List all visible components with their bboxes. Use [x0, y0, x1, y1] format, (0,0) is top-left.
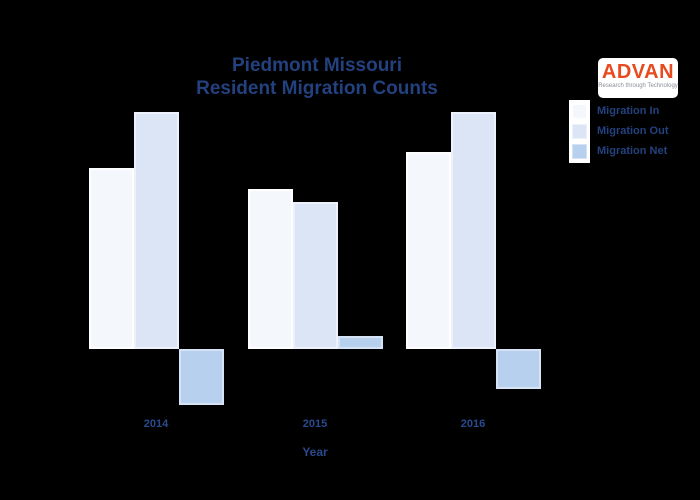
bar-migration-in-2016 — [405, 152, 451, 349]
bar-migration-in-2015 — [247, 189, 293, 349]
x-tick-2015: 2015 — [302, 418, 328, 430]
legend-label-migration-in: Migration In — [597, 105, 660, 117]
advan-logo: ADVAN Research through Technology — [598, 58, 678, 98]
x-tick-2014: 2014 — [143, 418, 169, 430]
chart-title-line2: Resident Migration Counts — [196, 78, 438, 99]
bar-migration-out-2014 — [133, 112, 179, 349]
legend-swatch-migration-out — [572, 124, 587, 139]
legend-swatch-migration-net — [572, 144, 587, 159]
legend-label-migration-out: Migration Out — [597, 125, 669, 137]
chart-title-line1: Piedmont Missouri — [232, 55, 402, 76]
bar-migration-out-2015 — [292, 202, 338, 349]
legend-swatch-migration-in — [572, 104, 587, 119]
bar-migration-net-2014 — [178, 349, 224, 405]
bar-migration-net-2015 — [337, 336, 383, 349]
advan-logo-wordmark: ADVAN — [601, 61, 675, 83]
chart-title: Piedmont Missouri Resident Migration Cou… — [196, 54, 438, 100]
bar-migration-net-2016 — [495, 349, 541, 389]
bar-migration-out-2016 — [450, 112, 496, 349]
bar-migration-in-2014 — [88, 168, 134, 349]
x-axis-label: Year — [302, 445, 328, 459]
legend-label-migration-net: Migration Net — [597, 145, 668, 157]
advan-logo-tagline: Research through Technology — [598, 83, 678, 89]
x-tick-2016: 2016 — [460, 418, 486, 430]
